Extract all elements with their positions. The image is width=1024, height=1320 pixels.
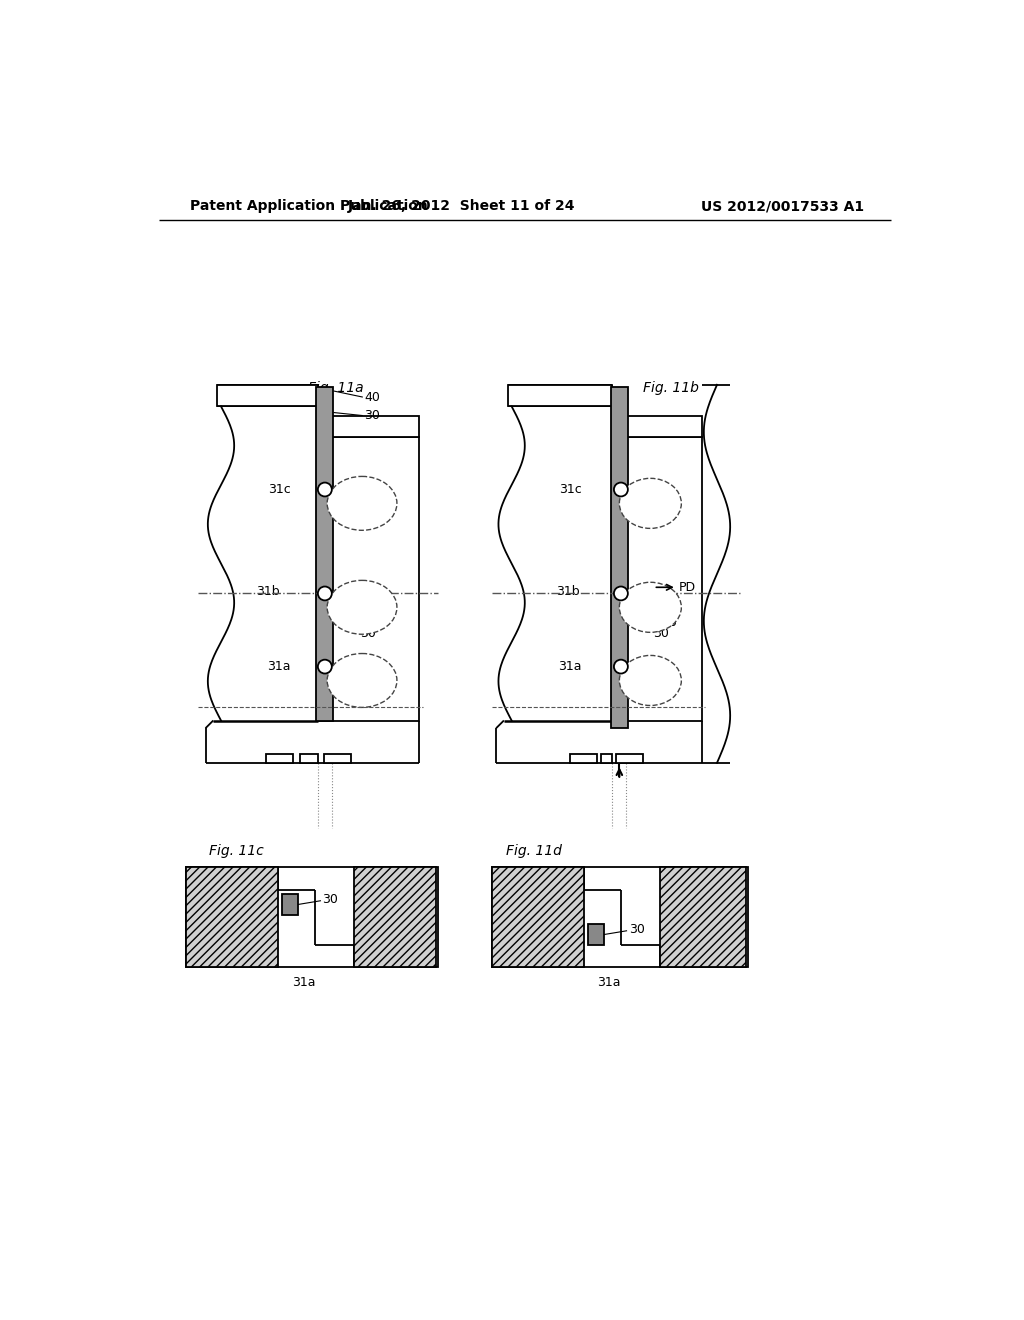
Ellipse shape <box>620 478 681 528</box>
Bar <box>283 894 298 915</box>
Ellipse shape <box>620 582 681 632</box>
Bar <box>504 407 612 721</box>
Bar <box>659 867 746 966</box>
Text: 41a: 41a <box>362 684 386 696</box>
Text: 30: 30 <box>360 627 377 640</box>
Text: PD: PD <box>679 581 696 594</box>
Text: Fig. 11c: Fig. 11c <box>209 845 264 858</box>
Bar <box>186 867 438 966</box>
Bar <box>569 754 597 763</box>
Text: US 2012/0017533 A1: US 2012/0017533 A1 <box>701 199 864 213</box>
Circle shape <box>317 660 332 673</box>
Bar <box>616 754 643 763</box>
Bar <box>612 416 701 437</box>
Text: Patent Application Publication: Patent Application Publication <box>190 199 428 213</box>
Bar <box>508 385 612 407</box>
Text: 31b: 31b <box>256 585 280 598</box>
Text: 31c: 31c <box>268 483 291 496</box>
Text: 31c: 31c <box>559 483 582 496</box>
Circle shape <box>614 483 628 496</box>
Text: 41a: 41a <box>653 681 677 694</box>
Bar <box>324 754 351 763</box>
Text: Jan. 26, 2012  Sheet 11 of 24: Jan. 26, 2012 Sheet 11 of 24 <box>347 199 575 213</box>
Text: 30: 30 <box>629 924 644 936</box>
Bar <box>266 754 293 763</box>
Ellipse shape <box>620 656 681 705</box>
Text: 30: 30 <box>365 409 380 422</box>
Text: 31a: 31a <box>292 975 315 989</box>
Bar <box>317 437 419 721</box>
Text: 31b: 31b <box>556 585 580 598</box>
Text: Fig. 11d: Fig. 11d <box>506 845 562 858</box>
Bar <box>601 754 612 763</box>
Bar <box>611 387 628 729</box>
Text: 40: 40 <box>365 391 380 404</box>
Bar <box>213 407 317 721</box>
Text: 30: 30 <box>323 894 338 907</box>
Bar <box>316 387 334 721</box>
Bar <box>317 416 419 437</box>
Circle shape <box>317 586 332 601</box>
Bar <box>589 924 604 945</box>
Text: 41c: 41c <box>655 508 678 520</box>
Circle shape <box>614 660 628 673</box>
Text: 41b: 41b <box>360 616 384 630</box>
Ellipse shape <box>328 581 397 635</box>
Ellipse shape <box>328 477 397 531</box>
Circle shape <box>317 483 332 496</box>
Text: Fig. 11a: Fig. 11a <box>308 381 364 395</box>
Text: Fig. 11b: Fig. 11b <box>643 381 698 395</box>
Bar <box>353 867 436 966</box>
Text: 31a: 31a <box>597 975 621 989</box>
Text: 30: 30 <box>653 627 670 640</box>
Bar <box>300 754 317 763</box>
Text: 31a: 31a <box>267 660 291 673</box>
Text: 41b: 41b <box>653 616 677 630</box>
Text: 41c: 41c <box>362 510 385 523</box>
Bar <box>493 867 584 966</box>
Text: 31a: 31a <box>558 660 582 673</box>
Bar <box>186 867 278 966</box>
Bar <box>493 867 748 966</box>
Circle shape <box>614 586 628 601</box>
Bar <box>612 437 701 721</box>
Ellipse shape <box>328 653 397 708</box>
Bar <box>217 385 317 407</box>
